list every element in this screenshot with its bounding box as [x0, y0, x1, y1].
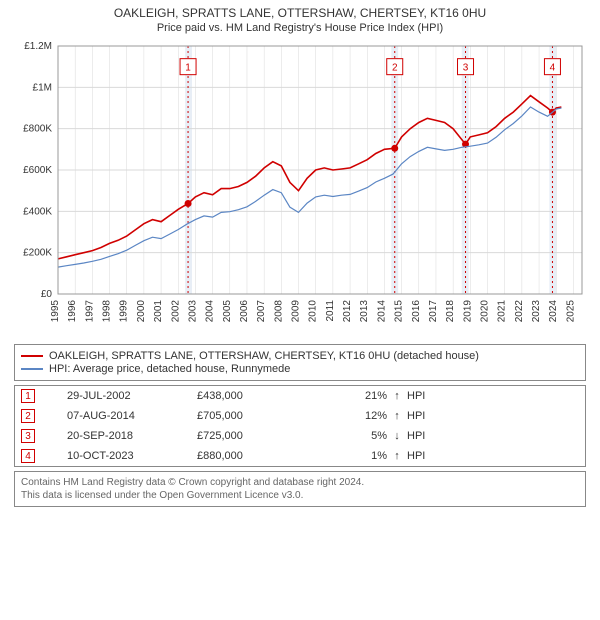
table-row: 3 20-SEP-2018 £725,000 5% ↓ HPI	[15, 426, 585, 446]
svg-text:1996: 1996	[67, 300, 78, 323]
table-row: 4 10-OCT-2023 £880,000 1% ↑ HPI	[15, 446, 585, 466]
row-suffix: HPI	[407, 430, 579, 442]
svg-text:2001: 2001	[153, 300, 164, 323]
footer-line1: Contains HM Land Registry data © Crown c…	[21, 476, 579, 489]
svg-text:2010: 2010	[308, 300, 319, 323]
svg-text:2007: 2007	[256, 300, 267, 323]
svg-text:2013: 2013	[359, 300, 370, 323]
svg-text:2011: 2011	[325, 300, 336, 322]
row-date: 29-JUL-2002	[67, 390, 197, 402]
legend-swatch	[21, 355, 43, 357]
row-suffix: HPI	[407, 410, 579, 422]
legend-label: HPI: Average price, detached house, Runn…	[49, 363, 290, 375]
svg-text:1: 1	[185, 63, 191, 74]
svg-text:1999: 1999	[119, 300, 130, 323]
legend-item: HPI: Average price, detached house, Runn…	[21, 363, 579, 375]
row-marker: 4	[21, 449, 35, 463]
svg-text:2019: 2019	[462, 300, 473, 323]
legend: OAKLEIGH, SPRATTS LANE, OTTERSHAW, CHERT…	[14, 344, 586, 381]
row-suffix: HPI	[407, 390, 579, 402]
row-arrow-icon: ↓	[387, 430, 407, 442]
row-arrow-icon: ↑	[387, 410, 407, 422]
footer-line2: This data is licensed under the Open Gov…	[21, 489, 579, 502]
row-date: 20-SEP-2018	[67, 430, 197, 442]
svg-text:2021: 2021	[497, 300, 508, 323]
row-date: 07-AUG-2014	[67, 410, 197, 422]
svg-text:2003: 2003	[187, 300, 198, 323]
row-pct: 5%	[317, 430, 387, 442]
chart-title-line2: Price paid vs. HM Land Registry's House …	[10, 22, 590, 34]
svg-text:2014: 2014	[376, 300, 387, 323]
svg-text:2005: 2005	[222, 300, 233, 323]
svg-text:£600K: £600K	[23, 165, 52, 176]
svg-text:3: 3	[463, 63, 469, 74]
svg-text:2024: 2024	[548, 300, 559, 323]
legend-item: OAKLEIGH, SPRATTS LANE, OTTERSHAW, CHERT…	[21, 350, 579, 362]
footer: Contains HM Land Registry data © Crown c…	[14, 471, 586, 507]
svg-text:2: 2	[392, 63, 398, 74]
row-marker: 1	[21, 389, 35, 403]
svg-text:2016: 2016	[411, 300, 422, 323]
svg-text:2000: 2000	[136, 300, 147, 323]
row-price: £725,000	[197, 430, 317, 442]
svg-text:2004: 2004	[205, 300, 216, 323]
table-row: 1 29-JUL-2002 £438,000 21% ↑ HPI	[15, 386, 585, 406]
svg-text:2008: 2008	[273, 300, 284, 323]
chart-title-line1: OAKLEIGH, SPRATTS LANE, OTTERSHAW, CHERT…	[10, 6, 590, 20]
svg-text:1998: 1998	[102, 300, 113, 323]
svg-text:2006: 2006	[239, 300, 250, 323]
row-marker: 2	[21, 409, 35, 423]
row-date: 10-OCT-2023	[67, 450, 197, 462]
row-pct: 12%	[317, 410, 387, 422]
row-pct: 21%	[317, 390, 387, 402]
legend-swatch	[21, 368, 43, 370]
price-chart: £0 £200K £400K £600K £800K £1M £1.2M 1995 1996 19…	[10, 38, 590, 338]
row-price: £705,000	[197, 410, 317, 422]
table-row: 2 07-AUG-2014 £705,000 12% ↑ HPI	[15, 406, 585, 426]
row-price: £880,000	[197, 450, 317, 462]
svg-text:£1M: £1M	[33, 82, 52, 93]
svg-text:2020: 2020	[480, 300, 491, 323]
svg-text:£1.2M: £1.2M	[24, 41, 52, 52]
svg-text:2012: 2012	[342, 300, 353, 323]
svg-text:2018: 2018	[445, 300, 456, 323]
svg-text:2023: 2023	[531, 300, 542, 323]
svg-text:£800K: £800K	[23, 124, 52, 135]
transactions-table: 1 29-JUL-2002 £438,000 21% ↑ HPI 2 07-AU…	[14, 385, 586, 467]
legend-label: OAKLEIGH, SPRATTS LANE, OTTERSHAW, CHERT…	[49, 350, 479, 362]
svg-text:£200K: £200K	[23, 248, 52, 259]
row-arrow-icon: ↑	[387, 450, 407, 462]
row-price: £438,000	[197, 390, 317, 402]
svg-text:4: 4	[550, 63, 556, 74]
row-marker: 3	[21, 429, 35, 443]
svg-text:1997: 1997	[84, 300, 95, 323]
row-pct: 1%	[317, 450, 387, 462]
svg-text:£0: £0	[41, 289, 53, 300]
svg-text:1995: 1995	[50, 300, 61, 323]
svg-text:2025: 2025	[565, 300, 576, 323]
svg-text:2015: 2015	[394, 300, 405, 323]
row-arrow-icon: ↑	[387, 390, 407, 402]
svg-text:2022: 2022	[514, 300, 525, 323]
svg-text:£400K: £400K	[23, 206, 52, 217]
svg-text:2002: 2002	[170, 300, 181, 323]
svg-text:2017: 2017	[428, 300, 439, 323]
svg-text:2009: 2009	[291, 300, 302, 323]
row-suffix: HPI	[407, 450, 579, 462]
